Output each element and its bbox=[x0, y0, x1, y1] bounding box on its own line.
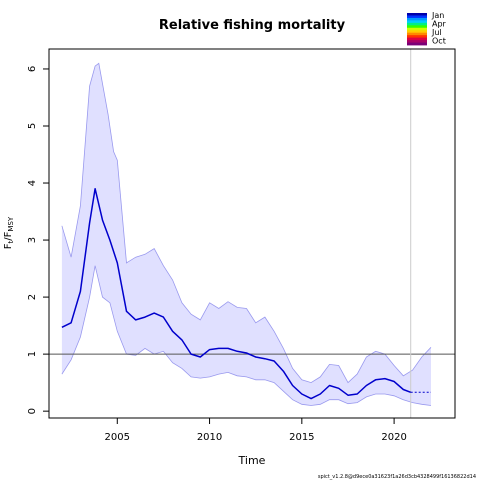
y-tick-label: 1 bbox=[27, 351, 38, 357]
y-axis-label: Ft/FMSY bbox=[3, 216, 15, 249]
x-axis: 2005 2010 2015 2020 bbox=[105, 418, 407, 443]
legend-color-band bbox=[407, 37, 427, 41]
legend-color-band bbox=[407, 42, 427, 46]
version-footer: spict_v1.2.8@d9ece0a31623f1a26d3cb432849… bbox=[318, 474, 476, 480]
ci-upper-line bbox=[61, 62, 432, 384]
y-tick-label: 6 bbox=[27, 66, 38, 72]
y-tick-label: 3 bbox=[27, 237, 38, 243]
y-label-main: F bbox=[3, 243, 14, 249]
legend-color-band bbox=[407, 25, 427, 29]
plot-frame bbox=[48, 48, 456, 419]
x-tick-label: 2020 bbox=[381, 432, 406, 443]
legend-label-oct: Oct bbox=[432, 37, 446, 46]
y-tick-label: 4 bbox=[27, 180, 38, 186]
x-axis-label: Time bbox=[238, 454, 266, 467]
x-tick-label: 2005 bbox=[105, 432, 130, 443]
y-tick-label: 2 bbox=[27, 294, 38, 300]
legend-color-band bbox=[407, 32, 427, 36]
legend-color-band bbox=[407, 17, 427, 21]
y-tick-label: 0 bbox=[27, 408, 38, 414]
legend-color-band bbox=[407, 22, 427, 26]
legend-color-band bbox=[407, 15, 427, 19]
legend-color-band bbox=[407, 40, 427, 43]
legend-label-jan: Jan bbox=[431, 11, 444, 20]
chart-title: Relative fishing mortality bbox=[159, 18, 346, 33]
legend-label-jul: Jul bbox=[431, 28, 442, 37]
legend-color-band bbox=[407, 20, 427, 24]
x-tick-label: 2015 bbox=[289, 432, 314, 443]
legend-color-band bbox=[407, 13, 427, 16]
y-label-sub1: t bbox=[7, 240, 15, 243]
ci-band bbox=[61, 63, 432, 406]
y-label-sep: /F bbox=[3, 231, 14, 240]
legend-color-band bbox=[407, 30, 427, 34]
y-tick-label: 5 bbox=[27, 123, 38, 129]
y-label-sub2: MSY bbox=[7, 216, 15, 231]
legend-color-band bbox=[407, 27, 427, 31]
y-axis: 0 1 2 3 4 5 6 bbox=[27, 66, 49, 414]
legend-color-band bbox=[407, 35, 427, 39]
ci-lower-line bbox=[61, 265, 432, 406]
legend-label-apr: Apr bbox=[432, 20, 447, 29]
estimate-line bbox=[61, 187, 411, 400]
x-tick-label: 2010 bbox=[197, 432, 222, 443]
